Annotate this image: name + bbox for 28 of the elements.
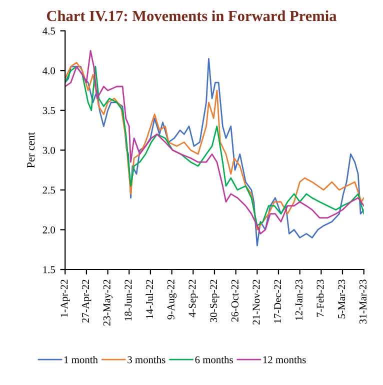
y-tick-label: 4.5 [42,28,55,35]
legend-label: 12 months [263,356,306,364]
legend-label: 1 month [64,356,98,364]
y-tick-label: 3.0 [42,146,55,154]
chart-title: Chart IV.17: Movements in Forward Premia [46,10,337,22]
y-tick-label: 1.5 [43,266,55,274]
x-tick-label: 4-Sep-22 [188,280,198,318]
x-tick-label: 17-Dec-22 [274,280,282,323]
y-axis-title: Per cent [27,132,35,168]
y-tick-label: 2.0 [42,226,55,234]
x-tick-label: 14-Jul-22 [146,280,154,318]
x-tick-label: 9-Aug-22 [167,280,177,320]
x-tick-label: 23-May-22 [103,280,113,326]
legend-label: 6 months [195,356,233,364]
y-tick-label: 3.5 [42,107,55,114]
x-tick-label: 27-Apr-22 [82,280,92,323]
x-tick-label: 7-Feb-23 [316,280,324,317]
y-tick-label: 2.5 [42,186,55,194]
x-tick-label: 5-Mar-23 [338,280,346,318]
legend-label: 3 months [128,356,166,364]
x-tick-label: 12-Jan-23 [295,280,302,320]
x-tick-label: 26-Oct-22 [231,280,238,322]
y-tick-label: 4.0 [42,67,55,74]
x-tick-label: 30-Sep-22 [210,280,220,322]
x-tick-label: 21-Nov-22 [252,280,260,324]
x-tick-label: 31-Mar-23 [359,280,366,324]
x-tick-label: 18-Jun-22 [124,280,132,321]
x-tick-label: 1-Apr-22 [60,280,70,317]
